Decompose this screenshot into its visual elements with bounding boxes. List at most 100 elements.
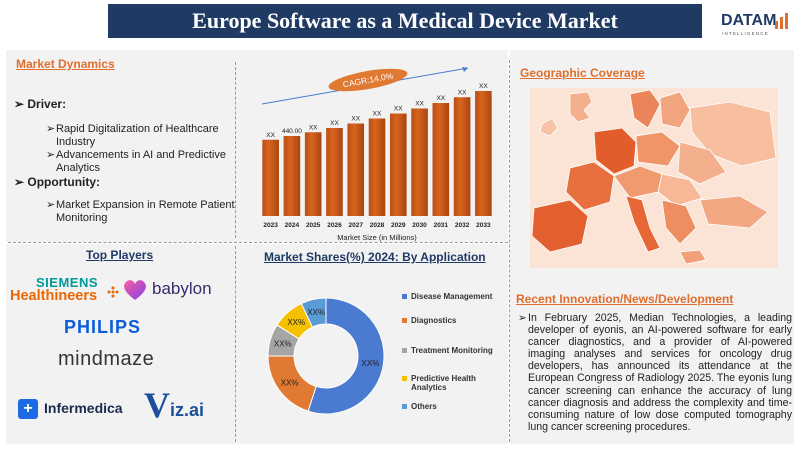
bar bbox=[475, 91, 492, 216]
x-tick-label: 2024 bbox=[285, 222, 300, 229]
philips-logo: PHILIPS bbox=[64, 317, 142, 337]
bar-data-label: XX bbox=[458, 89, 467, 96]
bar-data-label: XX bbox=[436, 95, 445, 102]
x-tick-label: 2032 bbox=[455, 222, 470, 229]
logo-subtitle: INTELLIGENCE bbox=[722, 31, 769, 36]
bar bbox=[368, 118, 386, 216]
bar-data-label: XX bbox=[394, 106, 403, 113]
plus-icon: + bbox=[18, 399, 38, 419]
legend-swatch bbox=[402, 318, 407, 323]
slice-label: XX% bbox=[362, 359, 380, 368]
divider bbox=[8, 242, 508, 243]
news-item: ➢ In February 2025, Median Technologies,… bbox=[518, 312, 792, 433]
x-tick-label: 2023 bbox=[263, 222, 278, 229]
babylon-text: babylon bbox=[152, 279, 212, 298]
legend-swatch bbox=[402, 376, 407, 381]
opportunity-item: ➢ Market Expansion in Remote Patient Mon… bbox=[46, 199, 235, 224]
bottom-left-panel bbox=[6, 244, 508, 444]
opportunity-label: Opportunity: bbox=[27, 175, 101, 189]
opportunity-heading: ➢ Opportunity: bbox=[14, 175, 101, 189]
slice-label: XX% bbox=[274, 339, 292, 348]
geographic-coverage-title: Geographic Coverage bbox=[520, 66, 645, 80]
bar bbox=[262, 139, 279, 216]
logo-text: DATAM bbox=[721, 12, 777, 29]
driver-item: ➢ Advancements in AI and Predictive Anal… bbox=[46, 149, 230, 175]
healthineers-text: Healthineers bbox=[10, 288, 98, 304]
x-tick-label: 2033 bbox=[476, 222, 491, 229]
divider bbox=[235, 246, 236, 442]
siemens-healthineers-logo: SIEMENS Healthineers bbox=[10, 275, 119, 305]
logo-bars-icon bbox=[775, 13, 788, 29]
x-tick-label: 2028 bbox=[370, 222, 385, 229]
bullet-icon: ➢ bbox=[518, 312, 527, 324]
cagr-arrowhead-icon bbox=[462, 67, 468, 72]
bar-data-label: XX bbox=[415, 101, 424, 108]
divider bbox=[235, 62, 236, 238]
legend-swatch bbox=[402, 404, 407, 409]
driver-label: Driver: bbox=[27, 97, 67, 111]
market-share-title: Market Shares(%) 2024: By Application bbox=[264, 250, 486, 264]
slice-label: XX% bbox=[287, 318, 305, 327]
legend-label: Others bbox=[411, 402, 437, 411]
market-size-bar-chart: CAGR:14.0%XX2023440.002024XX2025XX2026XX… bbox=[261, 67, 492, 242]
x-tick-label: 2027 bbox=[348, 222, 363, 229]
babylon-logo: babylon bbox=[122, 276, 222, 304]
viz-v-icon: V bbox=[144, 385, 170, 425]
legend-label: Predictive Health Analytics bbox=[411, 374, 476, 392]
dots-icon bbox=[107, 286, 119, 298]
siemens-text: SIEMENS bbox=[36, 275, 99, 290]
bar bbox=[389, 113, 407, 216]
bar bbox=[304, 132, 322, 216]
slice-label: XX% bbox=[281, 378, 299, 387]
babylon-heart-icon bbox=[124, 280, 146, 300]
driver-text: Rapid Digitalization of Healthcare Indus… bbox=[56, 123, 219, 148]
news-title: Recent Innovation/News/Development bbox=[516, 292, 734, 306]
divider bbox=[509, 60, 510, 442]
bar-data-label: XX bbox=[330, 120, 339, 127]
driver-heading: ➢ Driver: bbox=[14, 97, 67, 111]
bar-data-label: XX bbox=[266, 132, 275, 139]
viz-ai-logo: V iz.ai bbox=[144, 385, 216, 426]
cagr-badge bbox=[328, 68, 408, 92]
europe-map bbox=[530, 88, 778, 268]
x-tick-label: 2025 bbox=[306, 222, 321, 229]
bar-data-label: XX bbox=[351, 116, 360, 123]
bar bbox=[432, 103, 450, 216]
driver-item: ➢ Rapid Digitalization of Healthcare Ind… bbox=[46, 123, 230, 149]
x-tick-label: 2026 bbox=[327, 222, 342, 229]
legend-label: Disease Management bbox=[411, 292, 493, 301]
datam-logo: DATAM INTELLIGENCE bbox=[716, 4, 796, 40]
market-dynamics-title: Market Dynamics bbox=[16, 57, 115, 71]
application-donut-chart: XX%XX%XX%XX%XX% bbox=[267, 297, 385, 415]
legend-label: Treatment Monitoring bbox=[411, 346, 493, 355]
x-tick-label: 2030 bbox=[412, 222, 427, 229]
page-title: Europe Software as a Medical Device Mark… bbox=[108, 4, 702, 38]
bar-data-label: XX bbox=[373, 111, 382, 118]
bar-data-label: 440.00 bbox=[282, 128, 302, 135]
x-axis-label: Market Size (in Millions) bbox=[337, 233, 417, 242]
bar bbox=[411, 108, 428, 216]
viz-text: iz.ai bbox=[170, 400, 205, 420]
bar bbox=[347, 123, 365, 216]
x-tick-label: 2029 bbox=[391, 222, 406, 229]
x-tick-label: 2031 bbox=[434, 222, 449, 229]
header: Europe Software as a Medical Device Mark… bbox=[0, 0, 800, 44]
donut-slice bbox=[300, 297, 327, 328]
legend-swatch bbox=[402, 294, 407, 299]
donut-slice bbox=[307, 297, 385, 415]
bar-data-label: XX bbox=[479, 83, 488, 90]
bar bbox=[326, 128, 343, 216]
top-players-title: Top Players bbox=[86, 248, 154, 262]
infermedica-text: Infermedica bbox=[44, 400, 123, 416]
news-body: In February 2025, Median Technologies, a… bbox=[528, 312, 792, 433]
bar bbox=[453, 97, 471, 216]
bar bbox=[283, 136, 301, 216]
infermedica-logo: + Infermedica bbox=[18, 398, 136, 420]
legend-label: Diagnostics bbox=[411, 316, 457, 325]
driver-text: Advancements in AI and Predictive Analyt… bbox=[56, 149, 226, 174]
donut-legend: Disease Management Diagnostics Treatment M… bbox=[402, 292, 506, 422]
bar-data-label: XX bbox=[309, 124, 318, 131]
mindmaze-logo: mindmaze bbox=[58, 348, 155, 370]
slice-label: XX% bbox=[307, 308, 325, 317]
opportunity-text: Market Expansion in Remote Patient Monit… bbox=[56, 199, 235, 224]
